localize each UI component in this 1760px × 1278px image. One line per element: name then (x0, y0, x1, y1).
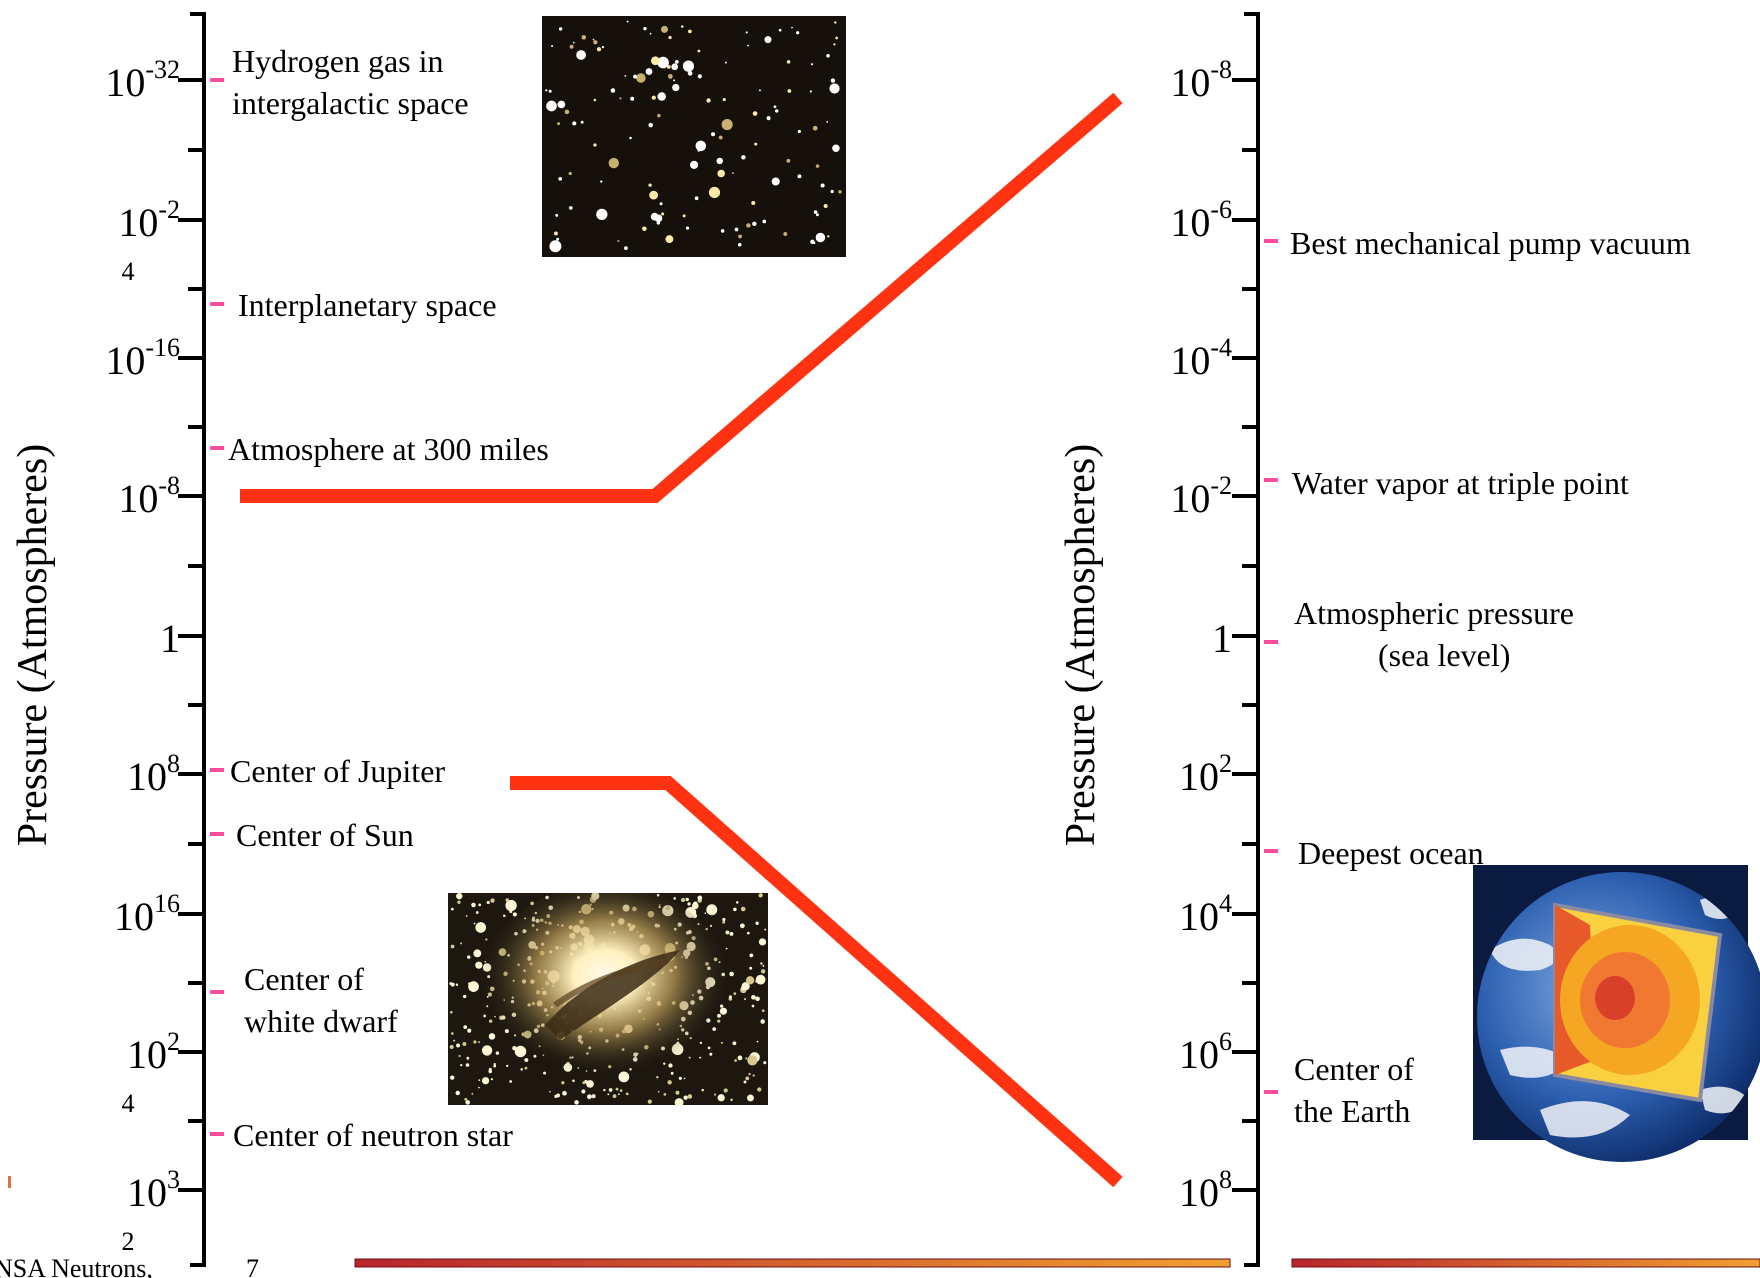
tick-label: 1 (1212, 616, 1232, 661)
footer-text: NSA Neutrons, (0, 1254, 153, 1278)
left-annotations: Hydrogen gas in intergalactic space Interp… (210, 43, 549, 1153)
zoom-connector (240, 92, 1123, 1188)
tick-label: 10-8 (118, 471, 180, 521)
page-number: 7 (246, 1254, 259, 1278)
tick-label-wrap: 4 (122, 257, 135, 286)
tick-label: 10-2 (1170, 471, 1232, 521)
tick-label: 10-32 (105, 55, 180, 105)
annotation-label: Deepest ocean (1298, 835, 1484, 871)
earth-cutaway-photo (1473, 865, 1760, 1162)
right-axis-label: Pressure (Atmospheres) (1058, 444, 1104, 846)
annotation-label: Center of white dwarf (244, 961, 398, 1039)
annotation-label: Hydrogen gas in intergalactic space (232, 43, 469, 121)
tick-label-wrap: 2 (122, 1227, 135, 1256)
annotation-label: Interplanetary space (238, 287, 497, 323)
tick-label: 1 (160, 616, 180, 661)
tick-label: 10-16 (105, 333, 180, 383)
right-annotations: Best mechanical pump vacuum Water vapor a… (1264, 225, 1691, 1129)
footer-bar-right (1291, 1258, 1760, 1268)
tick-label: 10-8 (1170, 55, 1232, 105)
annotation-label: Center of neutron star (233, 1117, 513, 1153)
footer-bar-left (354, 1258, 1231, 1268)
lower-zoom-line (510, 776, 1123, 1188)
annotation-label: Center of Jupiter (230, 753, 445, 789)
left-axis (178, 12, 206, 1267)
right-tick-labels: 10-8 10-6 10-4 10-2 1 102 104 106 108 (1170, 55, 1232, 1215)
left-axis-label: Pressure (Atmospheres) (10, 444, 56, 846)
annotation-label: Best mechanical pump vacuum (1290, 225, 1691, 261)
tick-label: 106 (1179, 1027, 1232, 1077)
annotation-label: Atmosphere at 300 miles (228, 431, 549, 467)
left-tick-labels: 10-32 10-2 4 10-16 10-8 1 108 1016 102 4 103 2 (105, 55, 180, 1256)
tick-label: 10-4 (1170, 333, 1232, 383)
galaxy-photo (448, 893, 768, 1105)
annotation-label: Atmospheric pressure (sea level) (1294, 595, 1574, 673)
footer-mark (8, 1176, 11, 1188)
tick-label: 10-6 (1170, 195, 1232, 245)
tick-label: 102 (127, 1027, 180, 1077)
tick-label: 102 (1179, 749, 1232, 799)
upper-zoom-line (240, 92, 1123, 503)
tick-label-wrap: 4 (122, 1089, 135, 1118)
tick-label: 104 (1179, 889, 1232, 939)
tick-label: 10-2 (118, 195, 180, 245)
tick-label: 108 (1179, 1165, 1232, 1215)
annotation-label: Center of the Earth (1294, 1051, 1414, 1129)
tick-label: 1016 (114, 889, 180, 939)
footer: NSA Neutrons, 7 (0, 1176, 1760, 1278)
tick-label: 108 (127, 749, 180, 799)
annotation-label: Water vapor at triple point (1292, 465, 1629, 501)
starfield-photo (542, 16, 846, 257)
right-axis (1232, 12, 1260, 1267)
annotation-label: Center of Sun (236, 817, 414, 853)
tick-label: 103 (127, 1165, 180, 1215)
